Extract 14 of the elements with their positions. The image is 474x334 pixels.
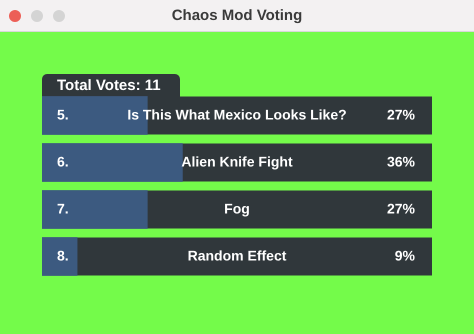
annotation: 6. — [57, 153, 69, 170]
annotation: 8. — [57, 247, 69, 264]
y-tick-label: Random Effect — [188, 247, 287, 264]
y-tick-label: Alien Knife Fight — [181, 153, 293, 170]
data-label: 36% — [386, 153, 416, 170]
data-label: 27% — [386, 200, 416, 216]
chart-title: Chaos Mod Voting — [170, 7, 304, 24]
y-tick-label: Fog — [224, 200, 250, 216]
y-tick-label: Is This What Mexico Looks Like? — [127, 106, 347, 122]
annotation: 7. — [57, 200, 69, 216]
chart-subtitle: Total Votes: 11 — [42, 74, 180, 97]
data-label: 27% — [386, 106, 416, 122]
data-label: 9% — [394, 247, 416, 264]
annotation: 5. — [57, 106, 69, 122]
